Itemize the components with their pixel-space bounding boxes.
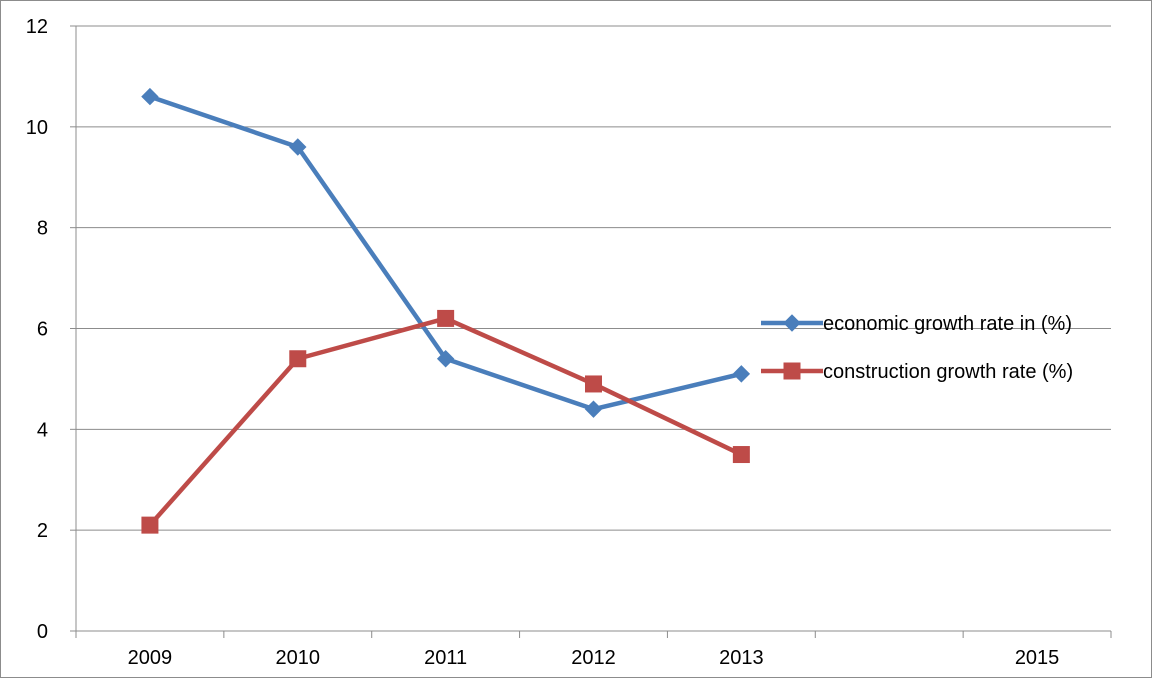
data-point-marker xyxy=(141,87,159,106)
axes-layer: 0 2 4 6 8 10 12 2009 2010 2011 2012 2013 2015 xyxy=(26,16,1112,669)
legend-label: economic growth rate in (%) xyxy=(823,313,1072,335)
legend-marker xyxy=(783,314,801,332)
series-layer xyxy=(141,87,751,534)
legend-marker xyxy=(783,362,801,380)
y-tick-label: 0 xyxy=(37,621,48,643)
data-point-marker xyxy=(289,350,307,368)
series-construction-growth-rate xyxy=(141,309,750,534)
x-tick-label: 2015 xyxy=(1015,647,1060,669)
x-tick-label: 2011 xyxy=(424,647,467,669)
grid-layer xyxy=(76,25,1111,531)
data-point-marker xyxy=(141,516,159,534)
data-point-marker xyxy=(585,375,602,393)
x-tick-label: 2013 xyxy=(719,647,764,669)
y-tick-label: 6 xyxy=(37,319,48,341)
x-tick-label: 2012 xyxy=(571,647,616,669)
data-point-marker xyxy=(732,446,750,464)
legend-entry: construction growth rate (%) xyxy=(761,361,1073,383)
data-point-marker xyxy=(289,138,307,156)
legend-entry: economic growth rate in (%) xyxy=(761,313,1072,335)
data-point-marker xyxy=(437,309,455,327)
data-point-marker xyxy=(584,400,603,418)
y-tick-label: 4 xyxy=(37,419,48,441)
y-tick-label: 8 xyxy=(37,218,48,240)
y-tick-label: 2 xyxy=(37,520,48,542)
series-economic-growth-rate xyxy=(141,87,751,418)
y-tick-label: 12 xyxy=(26,16,48,38)
data-point-marker xyxy=(732,365,751,383)
legend-label: construction growth rate (%) xyxy=(823,361,1073,383)
series-line xyxy=(147,316,744,528)
x-tick-label: 2009 xyxy=(128,647,173,669)
data-point-marker xyxy=(436,350,455,368)
y-tick-label: 10 xyxy=(26,117,48,139)
legend: economic growth rate in (%) construction … xyxy=(761,313,1073,383)
x-tick-label: 2010 xyxy=(276,647,321,669)
